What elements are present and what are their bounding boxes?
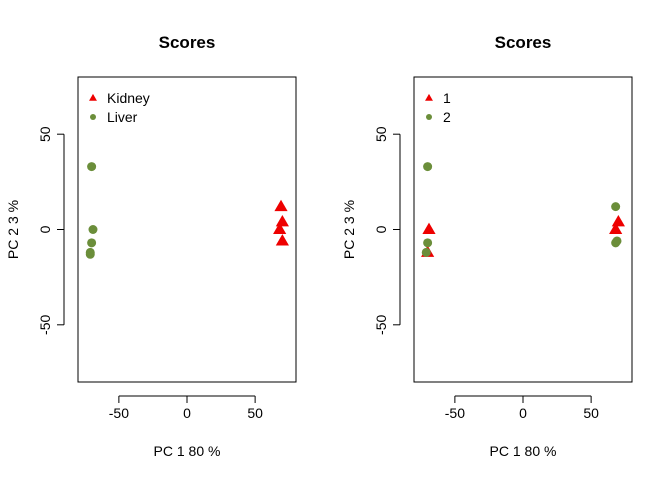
legend-label: Liver — [107, 109, 138, 125]
legend: 12 — [425, 90, 451, 125]
y-tick-label: 50 — [37, 126, 53, 142]
legend-marker — [425, 93, 433, 101]
x-tick-label: 50 — [247, 405, 263, 421]
circle-point — [611, 238, 621, 248]
legend: Kidney Liver — [89, 90, 150, 125]
series-2 — [421, 162, 622, 257]
legend-label: 1 — [443, 90, 451, 106]
triangle-point — [609, 222, 623, 235]
legend-label: 2 — [443, 109, 451, 125]
chart-title: Scores — [495, 33, 552, 52]
x-axis-label: PC 1 80 % — [490, 443, 557, 459]
data-points — [421, 162, 625, 257]
x-tick-label: -50 — [109, 405, 129, 421]
circle-point — [611, 202, 621, 212]
plot-frame — [413, 76, 633, 383]
data-points — [85, 162, 289, 259]
y-axis: -50 0 50 — [373, 126, 401, 335]
triangle-point — [274, 199, 288, 212]
legend-marker — [89, 93, 97, 101]
x-axis-label: PC 1 80 % — [154, 443, 221, 459]
x-tick-label: -50 — [445, 405, 465, 421]
triangle-point — [422, 222, 436, 235]
legend-marker — [426, 114, 432, 120]
circle-point — [88, 225, 98, 234]
y-tick-label: 50 — [373, 126, 389, 142]
circle-point — [85, 249, 95, 259]
series-1 — [421, 215, 625, 257]
legend-label: Kidney — [107, 90, 150, 106]
y-axis-label: PC 2 3 % — [5, 200, 21, 259]
x-axis: -50 0 50 — [109, 395, 263, 421]
x-tick-label: 0 — [519, 405, 527, 421]
series-liver — [85, 162, 98, 259]
circle-point — [423, 238, 433, 248]
triangle-point — [611, 215, 625, 227]
y-axis: -50 0 50 — [37, 126, 65, 335]
triangle-point — [273, 222, 287, 235]
circle-point — [87, 238, 97, 248]
scatter-panel-1: Scores -50 0 50 PC 1 80 % -50 0 50 PC 2 3 % Kidne… — [5, 33, 297, 459]
legend-marker — [90, 114, 96, 120]
y-tick-label: 0 — [37, 225, 53, 233]
plot-frame — [77, 76, 297, 383]
chart-title: Scores — [159, 33, 216, 52]
triangle-point — [275, 234, 289, 246]
x-tick-label: 0 — [183, 405, 191, 421]
circle-point — [87, 162, 97, 172]
y-axis-label: PC 2 3 % — [341, 200, 357, 259]
x-axis: -50 0 50 — [445, 395, 599, 421]
series-kidney — [273, 199, 289, 246]
y-tick-label: 0 — [373, 225, 389, 233]
circle-point — [421, 247, 431, 257]
circle-point — [423, 162, 433, 172]
triangle-point — [275, 215, 289, 227]
x-tick-label: 50 — [583, 405, 599, 421]
y-tick-label: -50 — [37, 314, 53, 334]
y-tick-label: -50 — [373, 314, 389, 334]
